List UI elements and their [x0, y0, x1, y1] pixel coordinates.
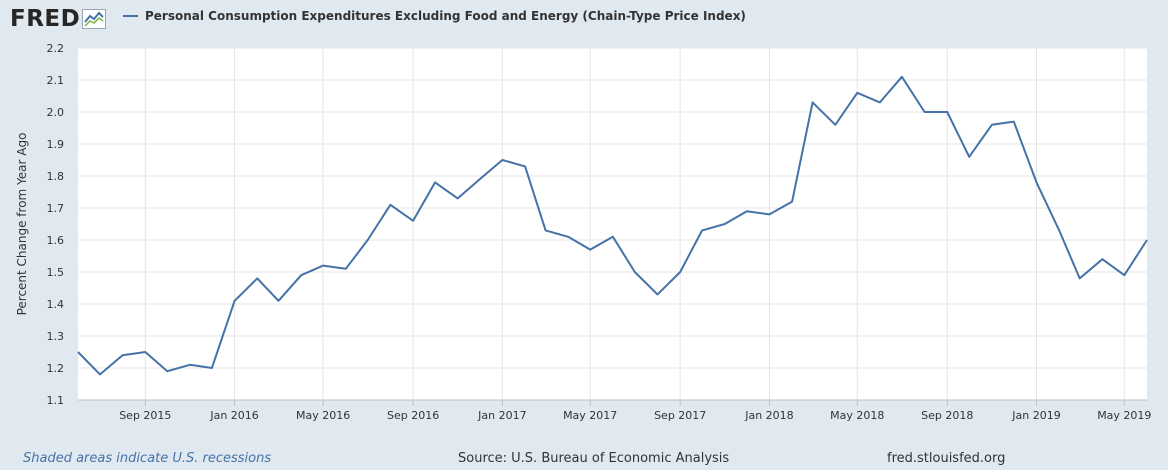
data-point[interactable] — [164, 368, 170, 374]
line-graph-icon — [82, 9, 107, 29]
data-point[interactable] — [120, 352, 126, 358]
data-point[interactable] — [587, 247, 593, 253]
data-point[interactable] — [320, 263, 326, 269]
data-point[interactable] — [387, 202, 393, 208]
x-tick-label: May 2016 — [296, 409, 350, 422]
data-point[interactable] — [142, 349, 148, 355]
y-tick-label: 2.0 — [47, 106, 65, 119]
data-point[interactable] — [209, 365, 215, 371]
x-tick-label: Sep 2015 — [119, 409, 171, 422]
y-tick-label: 1.4 — [47, 298, 65, 311]
data-point[interactable] — [766, 211, 772, 217]
data-point[interactable] — [922, 109, 928, 115]
data-point[interactable] — [832, 122, 838, 128]
y-tick-label: 2.2 — [47, 42, 65, 55]
x-tick-label: Sep 2016 — [387, 409, 439, 422]
data-point[interactable] — [722, 221, 728, 227]
source-note: Source: U.S. Bureau of Economic Analysis — [458, 451, 730, 466]
x-tick-label: Jan 2018 — [744, 409, 793, 422]
data-point[interactable] — [1144, 237, 1150, 243]
y-tick-label: 1.5 — [47, 266, 65, 279]
data-point[interactable] — [522, 163, 528, 169]
data-point[interactable] — [1056, 227, 1062, 233]
data-point[interactable] — [499, 157, 505, 163]
plot-area — [78, 48, 1147, 400]
data-point[interactable] — [254, 275, 260, 281]
data-point[interactable] — [75, 349, 81, 355]
y-tick-label: 2.1 — [47, 74, 65, 87]
data-point[interactable] — [944, 109, 950, 115]
data-point[interactable] — [543, 227, 549, 233]
x-tick-label: Sep 2017 — [654, 409, 706, 422]
header: FRED Personal Consumption Expenditures E… — [0, 0, 1168, 40]
data-point[interactable] — [477, 176, 483, 182]
data-point[interactable] — [410, 218, 416, 224]
data-point[interactable] — [899, 74, 905, 80]
fred-logo[interactable]: FRED — [10, 5, 107, 33]
data-point[interactable] — [187, 362, 193, 368]
y-tick-label: 1.3 — [47, 330, 65, 343]
data-point[interactable] — [1077, 275, 1083, 281]
data-point[interactable] — [854, 90, 860, 96]
data-point[interactable] — [632, 269, 638, 275]
x-tick-label: May 2018 — [830, 409, 884, 422]
data-point[interactable] — [966, 154, 972, 160]
legend-swatch — [123, 15, 138, 17]
data-point[interactable] — [365, 237, 371, 243]
x-tick-label: Jan 2016 — [209, 409, 258, 422]
x-axis: Sep 2015 Jan 2016 May 2016 Sep 2016 Jan 2017… — [78, 399, 1151, 422]
data-point[interactable] — [744, 208, 750, 214]
data-point[interactable] — [1121, 272, 1127, 278]
y-tick-label: 1.9 — [47, 138, 65, 151]
data-point[interactable] — [343, 266, 349, 272]
x-tick-label: Jan 2017 — [477, 409, 526, 422]
y-tick-label: 1.7 — [47, 202, 65, 215]
x-tick-label: May 2019 — [1097, 409, 1151, 422]
data-point[interactable] — [232, 298, 238, 304]
data-point[interactable] — [97, 371, 103, 377]
site-link[interactable]: fred.stlouisfed.org — [887, 451, 1006, 466]
data-point[interactable] — [565, 234, 571, 240]
data-point[interactable] — [789, 199, 795, 205]
y-tick-label: 1.2 — [47, 362, 65, 375]
y-tick-label: 1.8 — [47, 170, 65, 183]
data-point[interactable] — [810, 99, 816, 105]
data-point[interactable] — [655, 291, 661, 297]
series-layer — [75, 74, 1150, 377]
data-point[interactable] — [989, 122, 995, 128]
data-point[interactable] — [1034, 179, 1040, 185]
data-point[interactable] — [677, 269, 683, 275]
data-point[interactable] — [1011, 119, 1017, 125]
data-point[interactable] — [455, 195, 461, 201]
y-tick-label: 1.6 — [47, 234, 65, 247]
x-tick-label: May 2017 — [563, 409, 617, 422]
data-point[interactable] — [1099, 256, 1105, 262]
y-tick-label: 1.1 — [47, 394, 65, 407]
x-tick-label: Sep 2018 — [921, 409, 973, 422]
recession-note: Shaded areas indicate U.S. recessions — [23, 451, 272, 466]
data-point[interactable] — [276, 298, 282, 304]
data-point[interactable] — [699, 227, 705, 233]
y-axis: 1.1 1.2 1.3 1.4 1.5 1.6 1.7 1.8 1.9 2.0 2.1 2.2 — [47, 42, 65, 407]
y-axis-label: Percent Change from Year Ago — [15, 133, 29, 316]
series-line[interactable] — [77, 75, 1148, 376]
chart-legend: Personal Consumption Expenditures Exclud… — [123, 9, 746, 23]
fred-logo-text: FRED — [10, 6, 81, 32]
legend-label: Personal Consumption Expenditures Exclud… — [145, 9, 746, 23]
data-point[interactable] — [877, 99, 883, 105]
data-point[interactable] — [610, 234, 616, 240]
x-tick-label: Jan 2019 — [1011, 409, 1060, 422]
data-point[interactable] — [298, 272, 304, 278]
data-point[interactable] — [432, 179, 438, 185]
